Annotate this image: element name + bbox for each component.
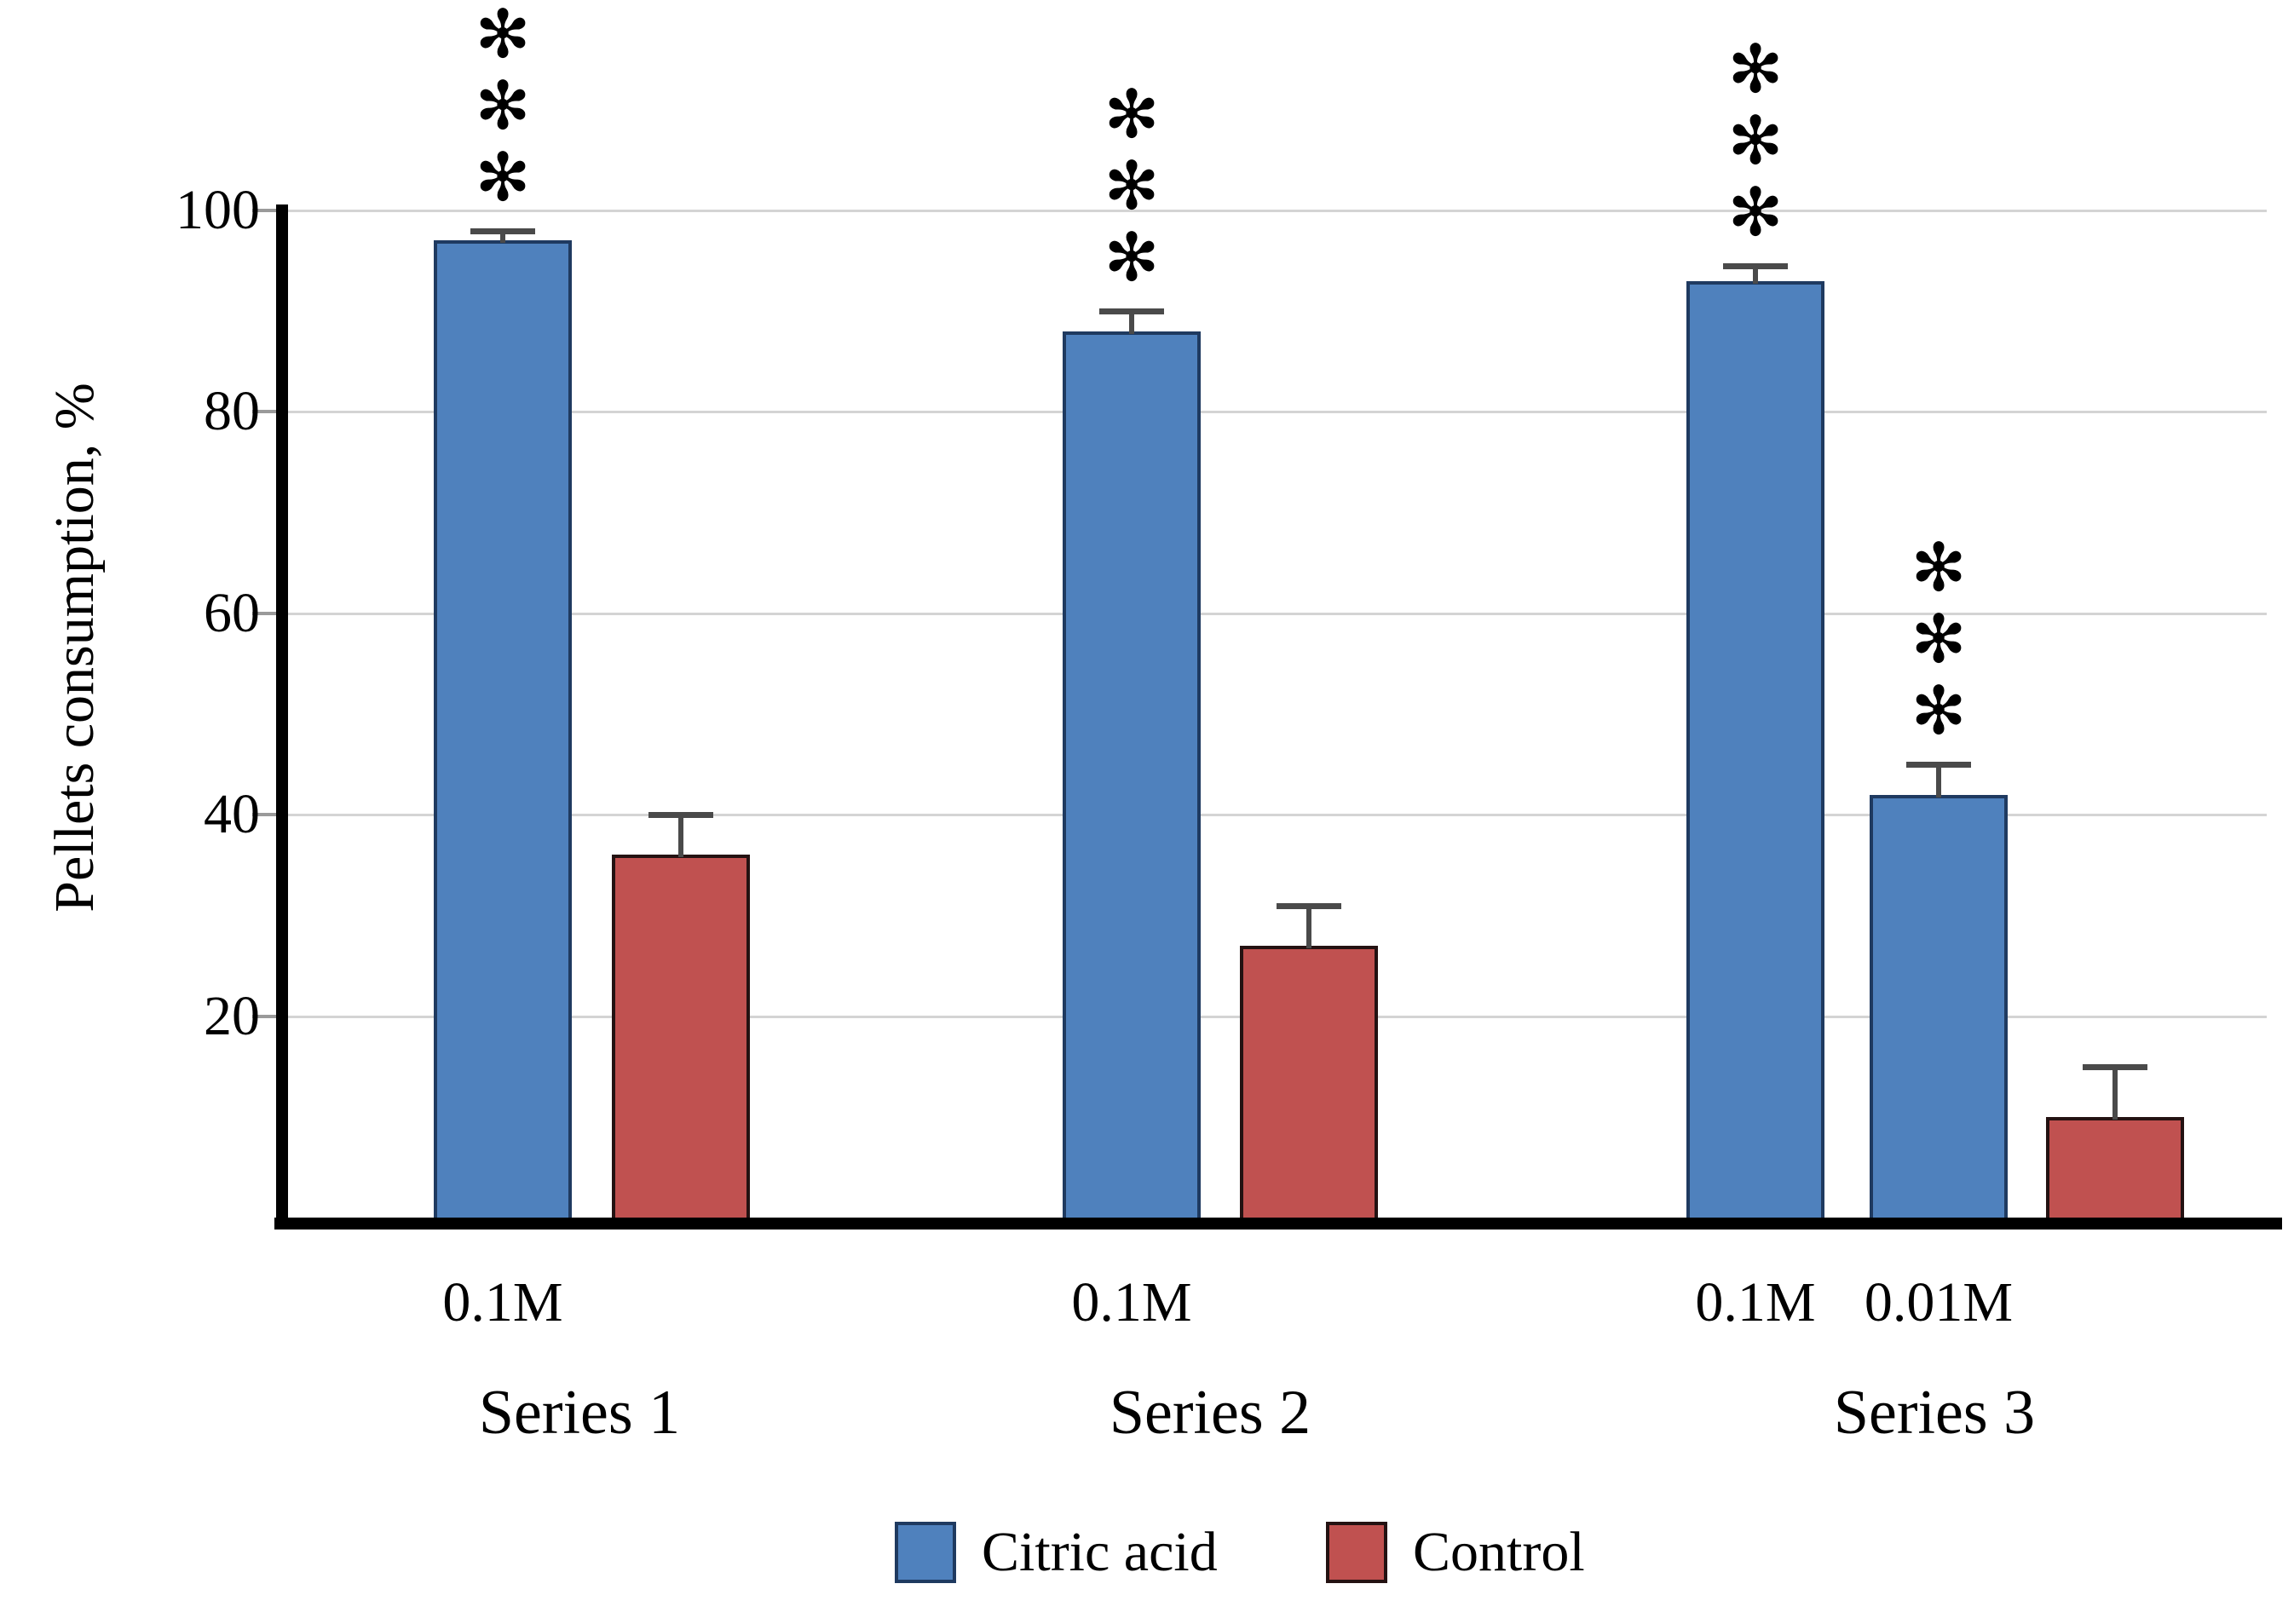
y-axis-line bbox=[276, 204, 288, 1230]
significance-stars: ✻ ✻ ✻ bbox=[452, 0, 554, 214]
y-tick-80 bbox=[252, 410, 281, 414]
legend-swatch-citric-acid bbox=[895, 1522, 956, 1583]
error-bar-stem bbox=[500, 230, 505, 244]
asterisk-icon: ✻ bbox=[1727, 32, 1784, 108]
x-axis-line bbox=[274, 1218, 2282, 1230]
error-bar-stem bbox=[1306, 905, 1311, 948]
y-tick-20 bbox=[252, 1014, 281, 1018]
concentration-label-0.1M-series3: 0.1M bbox=[1695, 1271, 1816, 1333]
asterisk-icon: ✻ bbox=[1104, 148, 1160, 226]
asterisk-icon: ✻ bbox=[1727, 175, 1784, 251]
error-bar-stem bbox=[1753, 266, 1758, 284]
significance-stars: ✻ ✻ ✻ bbox=[1888, 533, 1990, 747]
y-tick-label-40: 40 bbox=[204, 783, 260, 846]
bar-citric-acid-series1-0.1M bbox=[434, 240, 572, 1218]
y-tick-label-80: 80 bbox=[204, 380, 260, 443]
significance-stars: ✻ ✻ ✻ bbox=[1704, 34, 1807, 249]
group-label-series-2: Series 2 bbox=[1109, 1378, 1311, 1448]
y-tick-40 bbox=[252, 813, 281, 817]
asterisk-icon: ✻ bbox=[475, 67, 531, 145]
legend-label-citric-acid: Citric acid bbox=[982, 1521, 1218, 1583]
y-axis-title: Pellets consumption, % bbox=[43, 383, 106, 913]
bar-citric-acid-series2-0.1M bbox=[1063, 331, 1201, 1218]
error-bar-cap bbox=[2083, 1063, 2147, 1070]
error-bar-cap bbox=[1099, 308, 1164, 315]
asterisk-icon: ✻ bbox=[1911, 530, 1967, 608]
y-tick-100 bbox=[252, 209, 281, 212]
error-bar-cap bbox=[1723, 263, 1788, 269]
legend-item-citric-acid: Citric acid bbox=[895, 1520, 1218, 1585]
bar-control-series2 bbox=[1240, 945, 1378, 1218]
concentration-label-0.1M-series1: 0.1M bbox=[442, 1271, 563, 1333]
asterisk-icon: ✻ bbox=[1104, 77, 1160, 154]
gridline-100 bbox=[286, 210, 2267, 212]
asterisk-icon: ✻ bbox=[1911, 602, 1967, 679]
concentration-label-0.01M-series3: 0.01M bbox=[1864, 1271, 2014, 1333]
error-bar-stem bbox=[678, 815, 683, 858]
y-tick-label-100: 100 bbox=[176, 179, 260, 241]
asterisk-icon: ✻ bbox=[475, 0, 531, 73]
y-tick-label-20: 20 bbox=[204, 984, 260, 1047]
bar-citric-acid-series3-0.01M bbox=[1870, 794, 2008, 1218]
error-bar-cap bbox=[1906, 762, 1971, 769]
bar-control-series3 bbox=[2046, 1116, 2184, 1218]
legend-item-control: Control bbox=[1326, 1520, 1585, 1585]
error-bar-stem bbox=[2112, 1066, 2118, 1120]
error-bar-cap bbox=[470, 227, 535, 234]
y-tick-label-60: 60 bbox=[204, 581, 260, 644]
error-bar-cap bbox=[648, 812, 713, 819]
legend-swatch-control bbox=[1326, 1522, 1387, 1583]
asterisk-icon: ✻ bbox=[1104, 220, 1160, 297]
significance-stars: ✻ ✻ ✻ bbox=[1081, 79, 1183, 294]
error-bar-stem bbox=[1936, 764, 1941, 798]
asterisk-icon: ✻ bbox=[475, 139, 531, 216]
asterisk-icon: ✻ bbox=[1727, 103, 1784, 180]
group-label-series-1: Series 1 bbox=[478, 1378, 681, 1448]
gridline-60 bbox=[286, 612, 2267, 615]
asterisk-icon: ✻ bbox=[1911, 673, 1967, 751]
legend-label-control: Control bbox=[1413, 1521, 1585, 1583]
error-bar-stem bbox=[1129, 311, 1134, 334]
y-tick-60 bbox=[252, 611, 281, 615]
group-label-series-3: Series 3 bbox=[1833, 1378, 2036, 1448]
bar-control-series1 bbox=[612, 855, 750, 1218]
gridline-40 bbox=[286, 814, 2267, 817]
bar-citric-acid-series3-0.1M bbox=[1686, 280, 1824, 1218]
gridline-80 bbox=[286, 411, 2267, 414]
concentration-label-0.1M-series2: 0.1M bbox=[1071, 1271, 1192, 1333]
error-bar-cap bbox=[1277, 902, 1341, 909]
